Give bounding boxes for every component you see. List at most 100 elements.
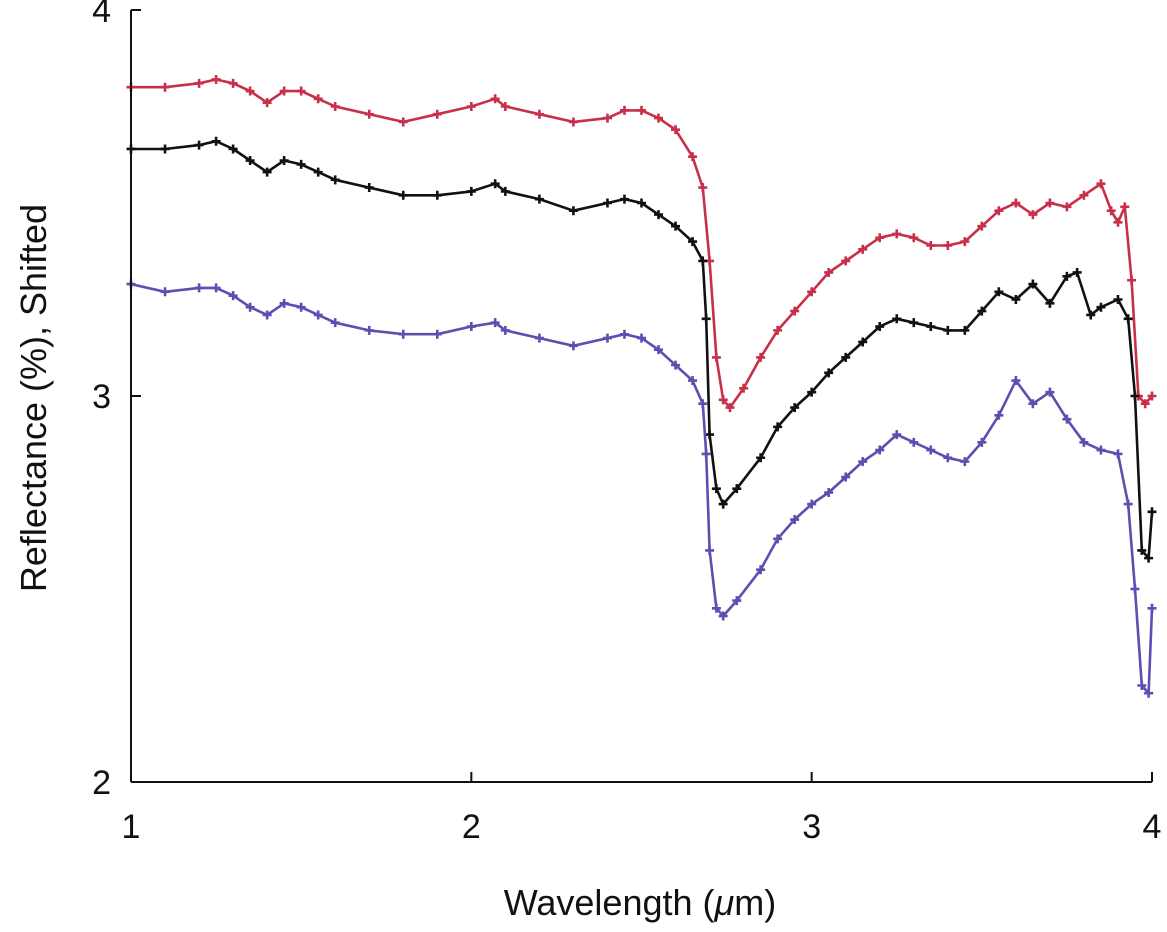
data-point: [773, 534, 783, 544]
data-point: [330, 102, 340, 111]
data-point: [466, 102, 476, 111]
data-point: [500, 102, 510, 111]
data-point: [1147, 391, 1157, 401]
data-point: [619, 194, 629, 204]
data-point: [1144, 688, 1154, 698]
data-point: [1147, 507, 1157, 517]
data-point: [654, 113, 664, 123]
series-1: [126, 136, 1157, 563]
data-point: [960, 325, 970, 335]
data-point: [773, 422, 783, 432]
data-point: [432, 190, 442, 200]
series-fit-line: [131, 78, 1153, 409]
y-tick-label: 4: [92, 0, 111, 30]
data-point: [1045, 198, 1055, 208]
data-point: [262, 167, 272, 177]
data-point: [313, 167, 323, 177]
data-point: [1123, 499, 1133, 509]
data-point: [688, 152, 698, 162]
data-point: [718, 499, 728, 509]
data-point: [671, 221, 681, 231]
data-point: [160, 144, 170, 154]
data-point: [1086, 310, 1096, 320]
data-point: [432, 109, 442, 119]
series-2: [126, 279, 1157, 698]
data-point: [228, 78, 238, 88]
data-point: [807, 287, 817, 297]
data-point: [262, 310, 272, 320]
data-point: [943, 240, 953, 250]
data-point: [1062, 414, 1072, 424]
data-point: [698, 256, 708, 266]
data-point: [245, 86, 255, 96]
data-point: [466, 186, 476, 196]
data-point: [773, 325, 783, 335]
data-point: [490, 318, 500, 328]
data-point: [262, 98, 272, 108]
data-point: [1096, 445, 1106, 455]
x-tick-label: 2: [462, 808, 481, 846]
data-point: [858, 244, 868, 254]
data-point: [1011, 295, 1021, 304]
x-tick-label: 1: [122, 808, 141, 846]
data-point: [637, 105, 646, 115]
data-point: [296, 159, 306, 169]
y-tick-label: 2: [92, 764, 111, 802]
data-point: [1144, 553, 1154, 563]
data-point: [1106, 206, 1116, 216]
data-point: [1028, 279, 1038, 289]
data-point: [1140, 399, 1150, 409]
data-point: [977, 306, 987, 316]
data-point: [1096, 179, 1106, 189]
data-point: [296, 86, 306, 96]
data-point: [977, 221, 987, 231]
data-point: [977, 437, 987, 447]
data-point: [671, 125, 681, 135]
data-point: [807, 387, 817, 397]
data-point: [364, 183, 374, 193]
data-point: [194, 283, 204, 293]
data-point: [994, 206, 1004, 216]
data-point: [725, 403, 735, 413]
data-point: [858, 337, 868, 347]
data-point: [718, 395, 728, 405]
data-point: [602, 333, 612, 343]
data-point: [245, 302, 255, 312]
x-axis-label: Wavelength (μm): [504, 882, 776, 923]
data-point: [1079, 437, 1089, 447]
data-point: [1062, 271, 1072, 281]
data-point: [1137, 681, 1147, 690]
data-point: [711, 484, 721, 494]
data-point: [1045, 298, 1055, 308]
data-point: [534, 333, 544, 343]
data-point: [602, 113, 612, 123]
data-point: [994, 287, 1004, 297]
data-point: [398, 329, 408, 339]
data-point: [994, 410, 1004, 420]
data-point: [841, 352, 851, 362]
data-point: [364, 325, 374, 335]
data-point: [1123, 314, 1133, 324]
data-point: [909, 233, 919, 243]
data-point: [211, 136, 221, 146]
data-point: [1011, 198, 1021, 208]
data-point: [490, 179, 500, 189]
plot-series: [126, 74, 1157, 698]
data-point: [790, 306, 800, 316]
data-point: [698, 183, 708, 193]
data-point: [160, 287, 170, 297]
data-point: [279, 86, 289, 96]
data-point: [841, 472, 851, 482]
data-point: [330, 175, 340, 185]
data-point: [568, 117, 578, 127]
data-point: [500, 325, 510, 335]
data-point: [637, 333, 646, 343]
data-point: [824, 368, 834, 378]
data-point: [619, 105, 629, 115]
data-point: [1130, 391, 1140, 401]
data-point: [875, 445, 885, 455]
data-point: [500, 186, 510, 196]
data-point: [739, 383, 749, 393]
data-point: [534, 194, 544, 204]
